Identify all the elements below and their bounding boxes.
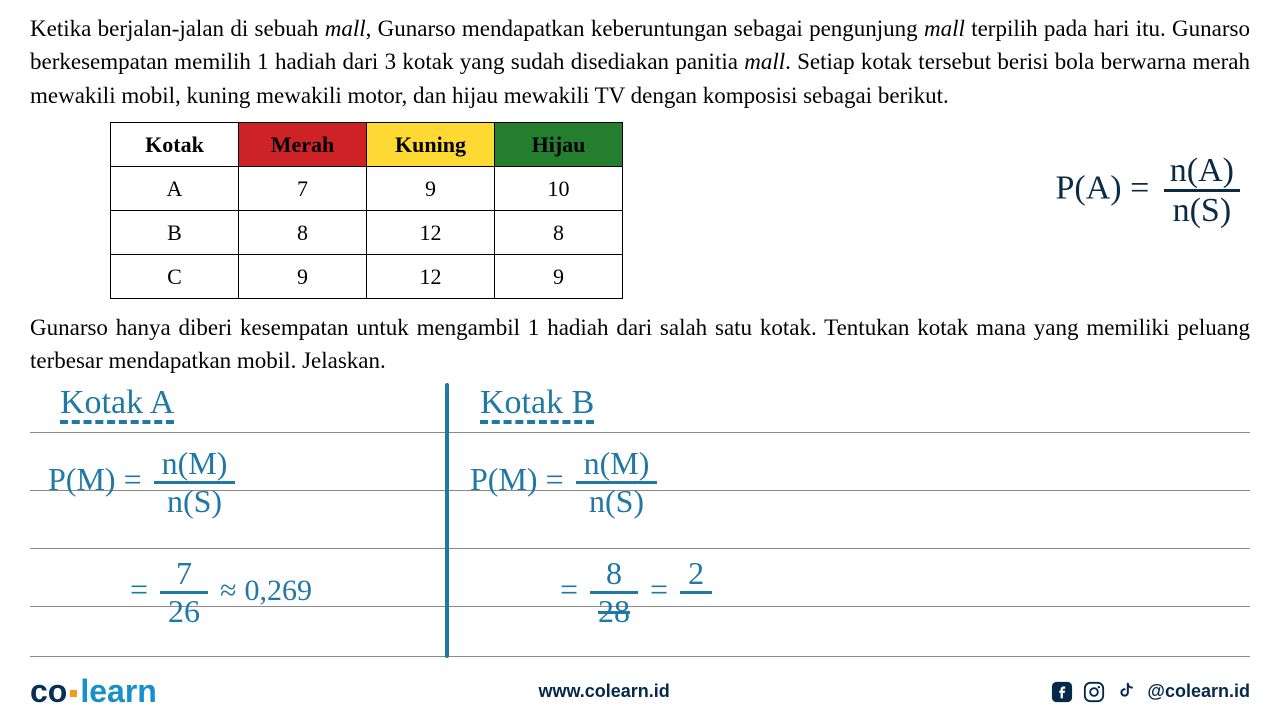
hw-title-a: Kotak A xyxy=(60,386,174,424)
hw-val-a: = 7 26 ≈ 0,269 xyxy=(130,556,312,629)
formula-den: n(S) xyxy=(1164,192,1240,229)
divider-line xyxy=(445,383,449,658)
problem-paragraph-1: Ketika berjalan-jalan di sebuah mall, Gu… xyxy=(0,0,1280,112)
formula-num: n(A) xyxy=(1164,152,1240,192)
table-row: B 8 12 8 xyxy=(111,211,623,255)
th-kuning: Kuning xyxy=(367,123,495,167)
hw-simp-num: 2 xyxy=(680,556,712,594)
brand-co: co xyxy=(30,673,67,709)
hw-pm-lhs: P(M) xyxy=(48,461,116,497)
problem-paragraph-2: Gunarso hanya diberi kesempatan untuk me… xyxy=(0,309,1280,378)
table-row: C 9 12 9 xyxy=(111,255,623,299)
hw-pm-frac: n(M) n(S) xyxy=(154,446,236,519)
cell: 12 xyxy=(367,255,495,299)
hw-title-b: Kotak B xyxy=(480,386,594,424)
hw-val-frac: 7 26 xyxy=(160,556,208,629)
hw-eq2: = xyxy=(650,571,668,607)
cell: 9 xyxy=(239,255,367,299)
table-row: A 7 9 10 xyxy=(111,167,623,211)
cell: 7 xyxy=(239,167,367,211)
hw-pm-num: n(M) xyxy=(154,446,236,484)
ruled-line xyxy=(30,432,1250,433)
footer-social: @colearn.id xyxy=(1051,681,1250,703)
cell: B xyxy=(111,211,239,255)
hw-val-den: 28 xyxy=(590,594,638,629)
ruled-line xyxy=(30,548,1250,549)
hw-pm-b: P(M) = n(M) n(S) xyxy=(470,446,661,519)
tiktok-icon xyxy=(1115,681,1137,703)
facebook-icon xyxy=(1051,681,1073,703)
formula-eq: = xyxy=(1130,170,1149,207)
table-zone: Kotak Merah Kuning Hijau A 7 9 10 B 8 12… xyxy=(0,112,1280,309)
cell: 9 xyxy=(495,255,623,299)
cell: A xyxy=(111,167,239,211)
footer-handle: @colearn.id xyxy=(1147,681,1250,702)
ruled-line xyxy=(30,656,1250,657)
hw-val-frac: 8 28 xyxy=(590,556,638,629)
handwriting-area: Kotak A P(M) = n(M) n(S) = 7 26 ≈ 0,269 … xyxy=(0,378,1280,668)
side-formula: P(A) = n(A) n(S) xyxy=(1056,152,1241,230)
hw-val-eq: = xyxy=(130,571,148,607)
hw-pm-den: n(S) xyxy=(154,484,236,519)
cell: 8 xyxy=(495,211,623,255)
formula-fraction: n(A) n(S) xyxy=(1164,152,1240,230)
th-kotak: Kotak xyxy=(111,123,239,167)
composition-table: Kotak Merah Kuning Hijau A 7 9 10 B 8 12… xyxy=(110,122,623,299)
brand-learn: learn xyxy=(80,673,156,709)
th-hijau: Hijau xyxy=(495,123,623,167)
hw-pm-den: n(S) xyxy=(576,484,658,519)
hw-val-num: 7 xyxy=(160,556,208,594)
hw-pm-eq: = xyxy=(546,461,564,497)
formula-lhs: P(A) xyxy=(1056,170,1122,207)
hw-val-b: = 8 28 = 2 xyxy=(560,556,716,629)
table-header-row: Kotak Merah Kuning Hijau xyxy=(111,123,623,167)
hw-simp-den xyxy=(680,594,712,629)
brand-logo: colearn xyxy=(30,673,157,710)
hw-val-num: 8 xyxy=(590,556,638,594)
hw-pm-a: P(M) = n(M) n(S) xyxy=(48,446,239,519)
cell: 9 xyxy=(367,167,495,211)
cell: C xyxy=(111,255,239,299)
hw-simp-frac: 2 xyxy=(680,556,712,629)
cell: 12 xyxy=(367,211,495,255)
instagram-icon xyxy=(1083,681,1105,703)
hw-pm-eq: = xyxy=(124,461,142,497)
hw-pm-lhs: P(M) xyxy=(470,461,538,497)
footer: colearn www.colearn.id @colearn.id xyxy=(0,673,1280,710)
footer-url: www.colearn.id xyxy=(538,681,669,702)
hw-val-den: 26 xyxy=(160,594,208,629)
hw-pm-frac: n(M) n(S) xyxy=(576,446,658,519)
cell: 10 xyxy=(495,167,623,211)
th-merah: Merah xyxy=(239,123,367,167)
brand-dot-icon xyxy=(70,690,77,697)
hw-approx-val: 0,269 xyxy=(245,574,313,607)
hw-pm-num: n(M) xyxy=(576,446,658,484)
hw-val-eq: = xyxy=(560,571,578,607)
hw-approx-sym: ≈ xyxy=(220,574,236,607)
cell: 8 xyxy=(239,211,367,255)
